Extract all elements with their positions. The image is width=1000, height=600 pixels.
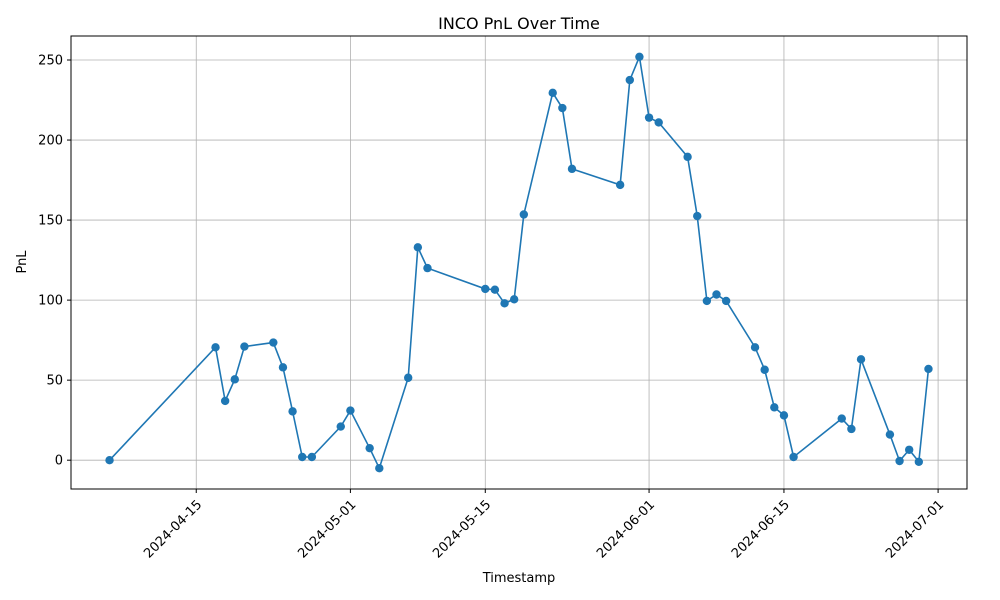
data-point — [712, 290, 721, 299]
data-point — [346, 406, 355, 415]
data-point — [895, 456, 904, 466]
series-layer — [105, 52, 933, 473]
data-point — [558, 103, 567, 113]
data-point — [269, 338, 278, 347]
data-point — [904, 445, 914, 454]
data-point — [375, 463, 384, 473]
y-tick-label: 100 — [38, 294, 63, 309]
y-tick-label: 250 — [38, 54, 63, 69]
data-point — [847, 424, 856, 434]
data-point — [654, 118, 663, 127]
data-point — [413, 243, 423, 252]
data-point — [423, 263, 432, 273]
data-point — [760, 365, 769, 374]
plot-area-frame — [70, 35, 968, 490]
data-point — [683, 152, 692, 162]
y-tick-label: 200 — [38, 134, 63, 149]
y-axis-label: PnL — [15, 250, 30, 274]
data-point — [779, 411, 789, 420]
data-point — [615, 180, 625, 190]
data-point — [924, 364, 933, 374]
y-tick-label: 150 — [38, 214, 63, 229]
data-point — [856, 355, 866, 364]
data-point — [365, 443, 374, 453]
data-point — [702, 296, 712, 306]
data-point — [230, 375, 239, 384]
data-point — [914, 457, 924, 466]
data-point — [288, 407, 297, 416]
data-point — [500, 299, 509, 308]
chart-title: INCO PnL Over Time — [438, 14, 600, 33]
data-point — [721, 296, 731, 306]
data-point — [307, 452, 317, 462]
data-point — [635, 52, 644, 62]
data-point — [490, 285, 500, 294]
data-point — [625, 75, 634, 85]
x-axis-label: Timestamp — [482, 571, 556, 586]
series-line — [108, 53, 930, 471]
data-point — [789, 452, 798, 462]
data-point — [548, 88, 557, 98]
data-point — [750, 343, 760, 352]
y-tick-label: 50 — [46, 374, 63, 389]
data-point — [509, 295, 519, 304]
data-point — [404, 373, 413, 382]
data-point — [278, 363, 288, 372]
data-point — [519, 210, 529, 219]
data-point — [481, 284, 490, 294]
data-point — [105, 455, 114, 465]
data-point — [644, 113, 654, 122]
data-point — [770, 403, 779, 412]
data-point — [298, 452, 307, 462]
y-tick-label: 0 — [55, 454, 63, 469]
data-point — [336, 422, 345, 431]
data-point — [211, 343, 220, 352]
data-point — [693, 211, 702, 221]
data-point — [837, 414, 846, 423]
data-point — [567, 164, 577, 174]
data-point — [240, 342, 249, 351]
data-point — [885, 430, 895, 439]
data-point — [220, 396, 230, 406]
